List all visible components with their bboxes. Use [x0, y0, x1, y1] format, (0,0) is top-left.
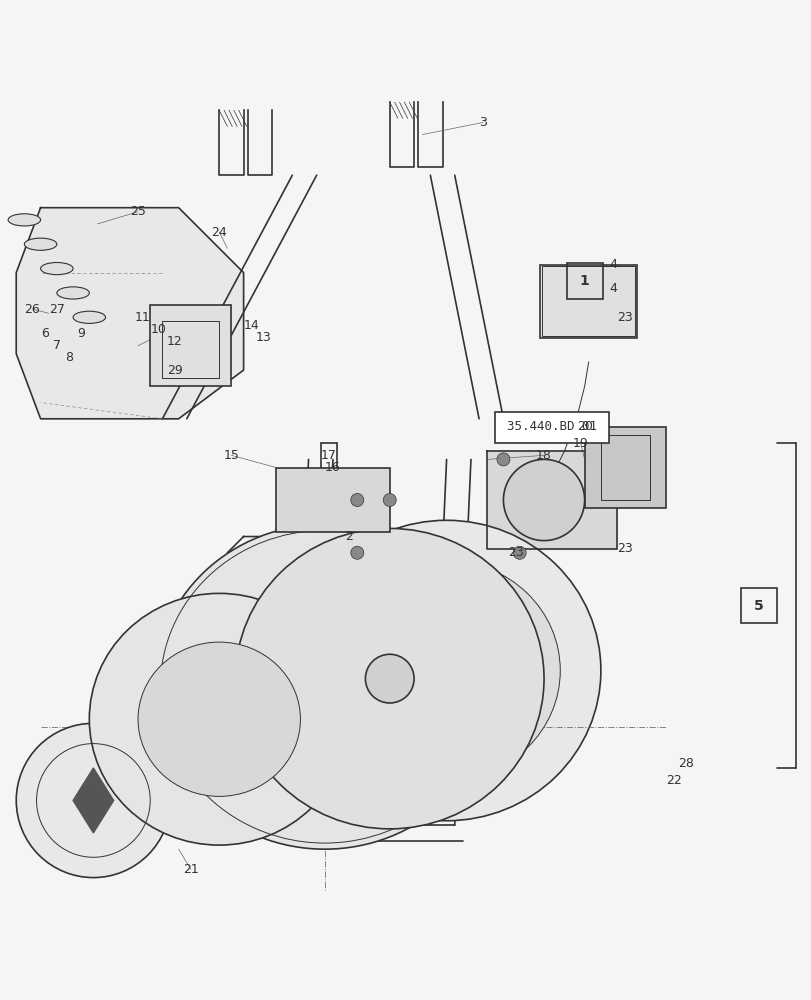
- Text: 15: 15: [223, 449, 239, 462]
- Text: 20: 20: [576, 420, 592, 433]
- Bar: [276, 468, 389, 532]
- Polygon shape: [16, 208, 243, 419]
- Text: 7: 7: [53, 339, 61, 352]
- Circle shape: [496, 453, 509, 466]
- Ellipse shape: [24, 238, 57, 250]
- Ellipse shape: [89, 593, 349, 845]
- Text: 21: 21: [182, 863, 199, 876]
- Text: 5: 5: [753, 599, 763, 613]
- Circle shape: [16, 723, 170, 878]
- Text: 4: 4: [608, 258, 616, 271]
- Ellipse shape: [8, 214, 41, 226]
- Polygon shape: [487, 451, 616, 549]
- Circle shape: [350, 546, 363, 559]
- Bar: [150, 305, 231, 386]
- Text: 11: 11: [134, 311, 150, 324]
- Circle shape: [513, 546, 526, 559]
- Bar: [539, 265, 637, 338]
- Text: 23: 23: [616, 542, 633, 555]
- Text: 10: 10: [150, 323, 166, 336]
- Text: 9: 9: [77, 327, 85, 340]
- Text: 23: 23: [616, 311, 633, 324]
- Bar: [584, 427, 665, 508]
- Text: 13: 13: [255, 331, 272, 344]
- Text: 24: 24: [211, 226, 227, 239]
- Text: 3: 3: [478, 116, 487, 129]
- Polygon shape: [73, 768, 114, 833]
- Ellipse shape: [57, 287, 89, 299]
- FancyBboxPatch shape: [495, 412, 608, 443]
- Text: 17: 17: [320, 449, 337, 462]
- Bar: [162, 321, 219, 378]
- Text: 18: 18: [535, 449, 551, 462]
- Text: 14: 14: [243, 319, 260, 332]
- Text: 27: 27: [49, 303, 65, 316]
- Text: 8: 8: [65, 351, 73, 364]
- Circle shape: [350, 494, 363, 506]
- Text: 1: 1: [579, 274, 589, 288]
- Ellipse shape: [235, 528, 543, 829]
- Circle shape: [383, 494, 396, 506]
- Text: 19: 19: [572, 437, 588, 450]
- Text: 26: 26: [24, 303, 41, 316]
- Text: 12: 12: [166, 335, 182, 348]
- Ellipse shape: [292, 520, 600, 821]
- Bar: [600, 435, 649, 500]
- Text: 23: 23: [507, 546, 523, 559]
- Text: 2: 2: [345, 530, 353, 543]
- Circle shape: [503, 459, 584, 541]
- Text: 4: 4: [608, 282, 616, 295]
- Ellipse shape: [73, 311, 105, 323]
- Circle shape: [365, 654, 414, 703]
- Ellipse shape: [138, 642, 300, 796]
- Ellipse shape: [154, 524, 495, 849]
- Ellipse shape: [41, 262, 73, 275]
- Text: 25: 25: [130, 205, 146, 218]
- Text: 35.440.BD 01: 35.440.BD 01: [507, 420, 596, 433]
- Text: 29: 29: [166, 364, 182, 377]
- Text: 16: 16: [324, 461, 341, 474]
- Text: 6: 6: [41, 327, 49, 340]
- Ellipse shape: [333, 561, 560, 780]
- Text: 22: 22: [665, 774, 681, 787]
- Text: 28: 28: [677, 757, 693, 770]
- Bar: [542, 266, 634, 336]
